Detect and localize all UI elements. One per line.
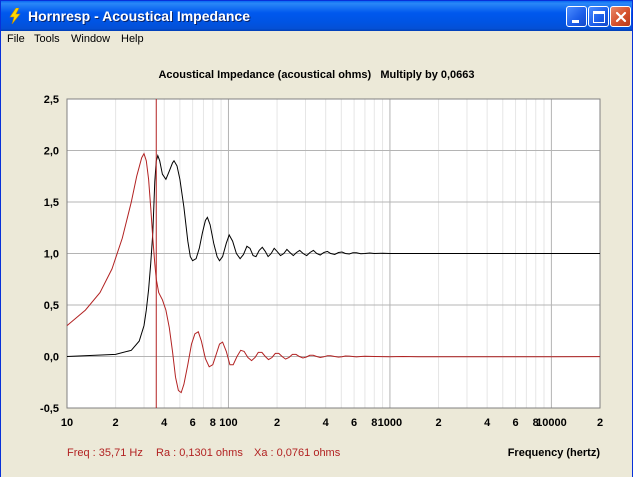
chart-area: Acoustical Impedance (acoustical ohms) M… <box>1 49 632 477</box>
x-tick-label: 8 <box>210 417 216 429</box>
x-tick-label: 1000 <box>378 417 402 429</box>
x-tick-label: 8 <box>533 417 539 429</box>
y-tick-label: 0,5 <box>44 300 59 312</box>
y-tick-label: 0,0 <box>44 352 59 364</box>
window-title: Hornresp - Acoustical Impedance <box>28 8 250 24</box>
minimize-button[interactable] <box>566 6 587 27</box>
x-tick-label: 10 <box>61 417 73 429</box>
menu-file[interactable]: File <box>7 33 25 45</box>
maximize-button[interactable] <box>588 6 609 27</box>
y-tick-label: 2,0 <box>44 146 59 158</box>
y-tick-label: 1,5 <box>44 197 59 209</box>
status-freq: Freq : 35,71 Hz <box>67 447 143 459</box>
close-icon <box>615 11 627 23</box>
series-line-black <box>66 153 600 357</box>
impedance-chart[interactable]: -0,50,00,51,01,52,02,510 2 4 6 8 100 2 4 6 8 1000 2… <box>1 49 632 477</box>
x-tick-label: 6 <box>190 417 196 429</box>
x-tick-label: 2 <box>435 417 441 429</box>
x-tick-label: 10000 <box>536 417 567 429</box>
x-axis-label: Frequency (hertz) <box>507 447 600 459</box>
x-tick-label: 2 <box>597 417 603 429</box>
menu-help[interactable]: Help <box>121 33 144 45</box>
status-xa: Xa : 0,0761 ohms <box>254 447 341 459</box>
x-tick-label: 8 <box>371 417 377 429</box>
menu-tools[interactable]: Tools <box>34 33 60 45</box>
x-tick-label: 2 <box>274 417 280 429</box>
x-tick-label: 2 <box>113 417 119 429</box>
x-tick-label: 100 <box>219 417 237 429</box>
status-ra: Ra : 0,1301 ohms <box>156 447 243 459</box>
x-tick-label: 4 <box>484 417 491 429</box>
chart-title: Acoustical Impedance (acoustical ohms) M… <box>158 69 475 81</box>
x-tick-label: 6 <box>513 417 519 429</box>
menu-bar: File Tools Window Help <box>1 31 632 49</box>
x-tick-label: 4 <box>323 417 330 429</box>
y-tick-label: 1,0 <box>44 249 59 261</box>
menu-window[interactable]: Window <box>71 33 111 45</box>
maximize-icon <box>593 11 605 23</box>
x-tick-label: 4 <box>161 417 168 429</box>
x-tick-label: 6 <box>351 417 357 429</box>
y-tick-label: 2,5 <box>44 94 59 106</box>
title-bar[interactable]: Hornresp - Acoustical Impedance <box>1 1 632 31</box>
close-button[interactable] <box>610 6 631 27</box>
minimize-icon <box>572 20 579 23</box>
y-tick-label: -0,5 <box>40 403 59 415</box>
lightning-icon <box>9 8 21 24</box>
